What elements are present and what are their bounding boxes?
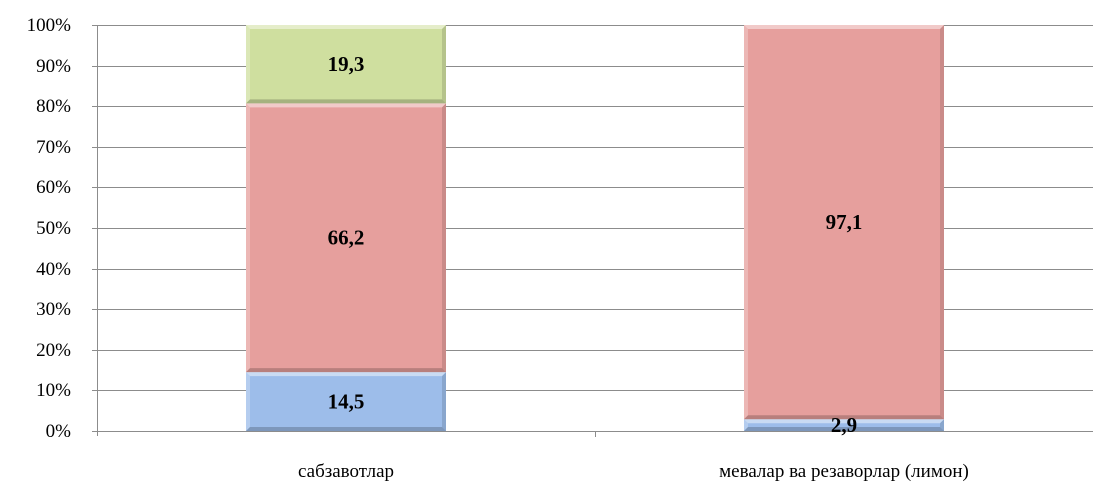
bar-bevel-right (442, 372, 446, 431)
data-label: 2,9 (831, 413, 857, 437)
bar-segment (246, 372, 446, 431)
data-label: 19,3 (328, 52, 365, 76)
bars (246, 25, 944, 431)
y-tick-label: 10% (36, 380, 71, 401)
bar-bevel-top (246, 103, 446, 108)
bar-bevel-right (940, 419, 944, 431)
bar-bevel-top (246, 372, 446, 377)
x-category-label: мевалар ва резаворлар (лимон) (719, 461, 969, 482)
bar-segment (246, 103, 446, 373)
bar-bevel-right (940, 25, 944, 420)
bar-bevel-left (744, 419, 748, 431)
y-tick-label: 40% (36, 259, 71, 280)
y-tick-label: 80% (36, 96, 71, 117)
data-labels: 14,5 66,2 19,3 2,9 97,1 (328, 52, 863, 437)
bar-bevel-bottom (246, 368, 446, 373)
y-tick-label: 100% (27, 15, 72, 36)
bar-bevel-right (442, 103, 446, 373)
bar-bevel-top (246, 25, 446, 29)
bar-bevel-left (246, 372, 250, 431)
y-tick-label: 90% (36, 56, 71, 77)
bar-bevel-bottom (246, 99, 446, 104)
data-label: 14,5 (328, 390, 365, 414)
bar-bevel-left (246, 25, 250, 104)
bar-bevel-bottom (744, 427, 944, 431)
bar-bevel-bottom (744, 415, 944, 420)
bar-segment (246, 25, 446, 104)
bar-segment (744, 25, 944, 420)
y-tick-label: 70% (36, 137, 71, 158)
x-category-label: сабзавотлар (298, 461, 394, 482)
bar-bevel-right (442, 25, 446, 104)
bar-bevel-left (744, 25, 748, 420)
y-tick-label: 30% (36, 299, 71, 320)
y-axis: 0% 10% 20% 30% 40% 50% 60% 70% 80% 90% 100% (27, 15, 98, 442)
y-tick-label: 20% (36, 340, 71, 361)
bar-bevel-top (744, 25, 944, 29)
bar-bevel-left (246, 103, 250, 373)
data-label: 97,1 (826, 210, 863, 234)
bar-bevel-top (744, 419, 944, 424)
data-label: 66,2 (328, 226, 365, 250)
bar-segment (744, 419, 944, 431)
x-axis: сабзавотлар мевалар ва резаворлар (лимон) (97, 431, 1093, 482)
bar-bevel-bottom (246, 427, 446, 431)
y-tick-label: 60% (36, 177, 71, 198)
y-tick-label: 0% (46, 421, 72, 442)
y-tick-label: 50% (36, 218, 71, 239)
